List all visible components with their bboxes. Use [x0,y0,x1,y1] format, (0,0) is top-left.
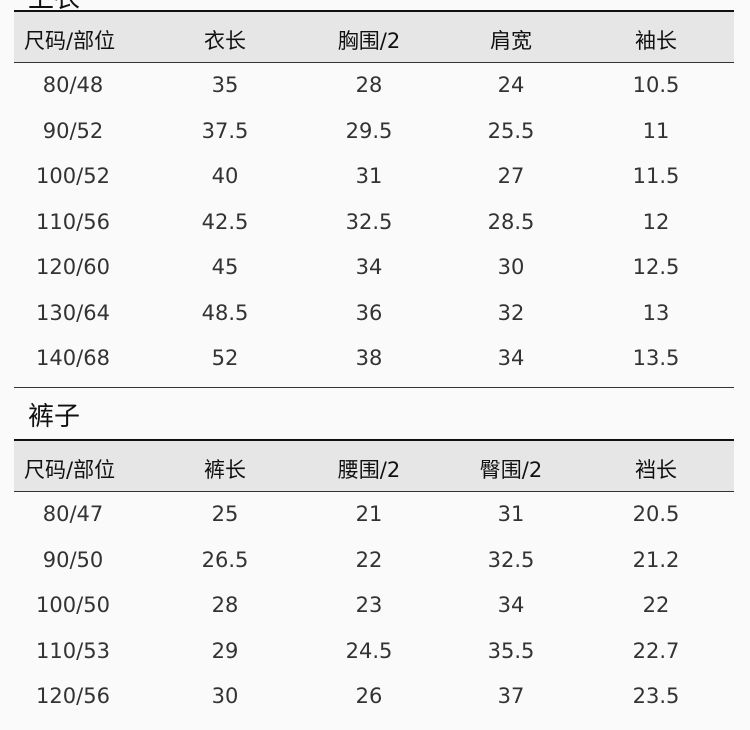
table-cell: 30 [497,255,525,279]
table-cell: 12 [642,209,670,234]
table-cell: 22 [642,593,670,617]
table-cell: 34 [497,346,525,370]
table-cell: 24.5 [345,638,393,663]
table-cell: 90/50 [42,547,104,572]
table-cell: 27 [497,164,525,188]
column-header: 尺码/部位 [24,458,116,482]
table-cell: 10.5 [632,73,680,97]
table-row: 80/47 25 21 31 20.5 [14,493,734,539]
column-header: 腰围/2 [337,458,401,482]
table-cell: 37 [497,684,525,708]
table-cell: 35 [211,73,239,97]
table-cell: 13 [642,300,670,325]
column-header: 肩宽 [490,29,532,53]
table-cell: 45 [211,255,239,279]
table-cell: 24 [497,73,525,97]
table-cell: 31 [355,164,383,188]
table-cell: 25.5 [487,118,535,143]
table-cell: 30 [211,684,239,708]
table-row: 110/53 29 24.5 35.5 22.7 [14,630,734,676]
table-row: 120/56 30 26 37 23.5 [14,675,734,721]
table-row: 80/48 35 28 24 10.5 [14,64,734,110]
table-cell: 11 [642,118,670,143]
table-row: 120/60 45 34 30 12.5 [14,246,734,292]
table-cell: 36 [355,300,383,325]
column-header: 尺码/部位 [24,29,116,53]
table-cell: 34 [355,255,383,279]
table-cell: 110/56 [36,209,110,234]
table-cell: 20.5 [632,502,680,526]
table-cell: 32 [497,300,525,325]
table-cell: 31 [497,502,525,526]
table-cell: 130/64 [36,300,110,325]
table-cell: 23.5 [632,684,680,708]
tops-size-table: 尺码/部位 衣长 胸围/2 肩宽 袖长 80/48 35 28 24 10.5 90/52 37.5… [14,10,734,388]
table-header: 尺码/部位 裤长 腰围/2 臀围/2 裆长 [14,439,734,492]
table-cell: 90/52 [42,118,104,143]
table-cell: 32.5 [345,209,393,234]
table-row: 130/64 48.5 36 32 13 [14,292,734,338]
table-cell: 22 [355,547,383,572]
column-header: 裤长 [204,458,246,482]
table-cell: 38 [355,346,383,370]
table-cell: 42.5 [201,209,249,234]
table-cell: 26 [355,684,383,708]
table-cell: 32.5 [487,547,535,572]
pants-title: 裤子 [28,402,81,432]
table-cell: 21 [355,502,383,526]
table-cell: 120/56 [36,684,110,708]
table-cell: 28.5 [487,209,535,234]
table-cell: 100/52 [36,164,110,188]
table-cell: 12.5 [632,255,680,279]
table-cell: 25 [211,502,239,526]
table-cell: 28 [355,73,383,97]
column-header: 裆长 [635,458,677,482]
table-cell: 23 [355,593,383,617]
column-header: 衣长 [204,29,246,53]
table-cell: 29.5 [345,118,393,143]
table-cell: 37.5 [201,118,249,143]
table-cell: 120/60 [36,255,110,279]
table-cell: 40 [211,164,239,188]
table-cell: 22.7 [632,638,680,663]
table-cell: 21.2 [632,547,680,572]
table-row: 100/50 28 23 34 22 [14,584,734,630]
table-row: 100/52 40 31 27 11.5 [14,155,734,201]
table-cell: 26.5 [201,547,249,572]
table-cell: 28 [211,593,239,617]
table-cell: 11.5 [632,164,680,188]
table-header: 尺码/部位 衣长 胸围/2 肩宽 袖长 [14,10,734,63]
column-header: 袖长 [635,29,677,53]
pants-size-table: 尺码/部位 裤长 腰围/2 臀围/2 裆长 80/47 25 21 31 20.5 90/50 26… [14,439,734,721]
table-cell: 34 [497,593,525,617]
table-cell: 110/53 [36,638,110,663]
table-cell: 52 [211,346,239,370]
table-row: 90/52 37.5 29.5 25.5 11 [14,110,734,156]
column-header: 胸围/2 [337,29,401,53]
table-row: 140/68 52 38 34 13.5 [14,337,734,383]
table-cell: 80/47 [42,502,104,526]
table-cell: 140/68 [36,346,110,370]
table-row: 110/56 42.5 32.5 28.5 12 [14,201,734,247]
table-cell: 48.5 [201,300,249,325]
table-cell: 29 [211,638,239,663]
table-row: 90/50 26.5 22 32.5 21.2 [14,539,734,585]
table-cell: 35.5 [487,638,535,663]
table-cell: 100/50 [36,593,110,617]
table-cell: 80/48 [42,73,104,97]
column-header: 臀围/2 [479,458,543,482]
table-cell: 13.5 [632,346,680,370]
